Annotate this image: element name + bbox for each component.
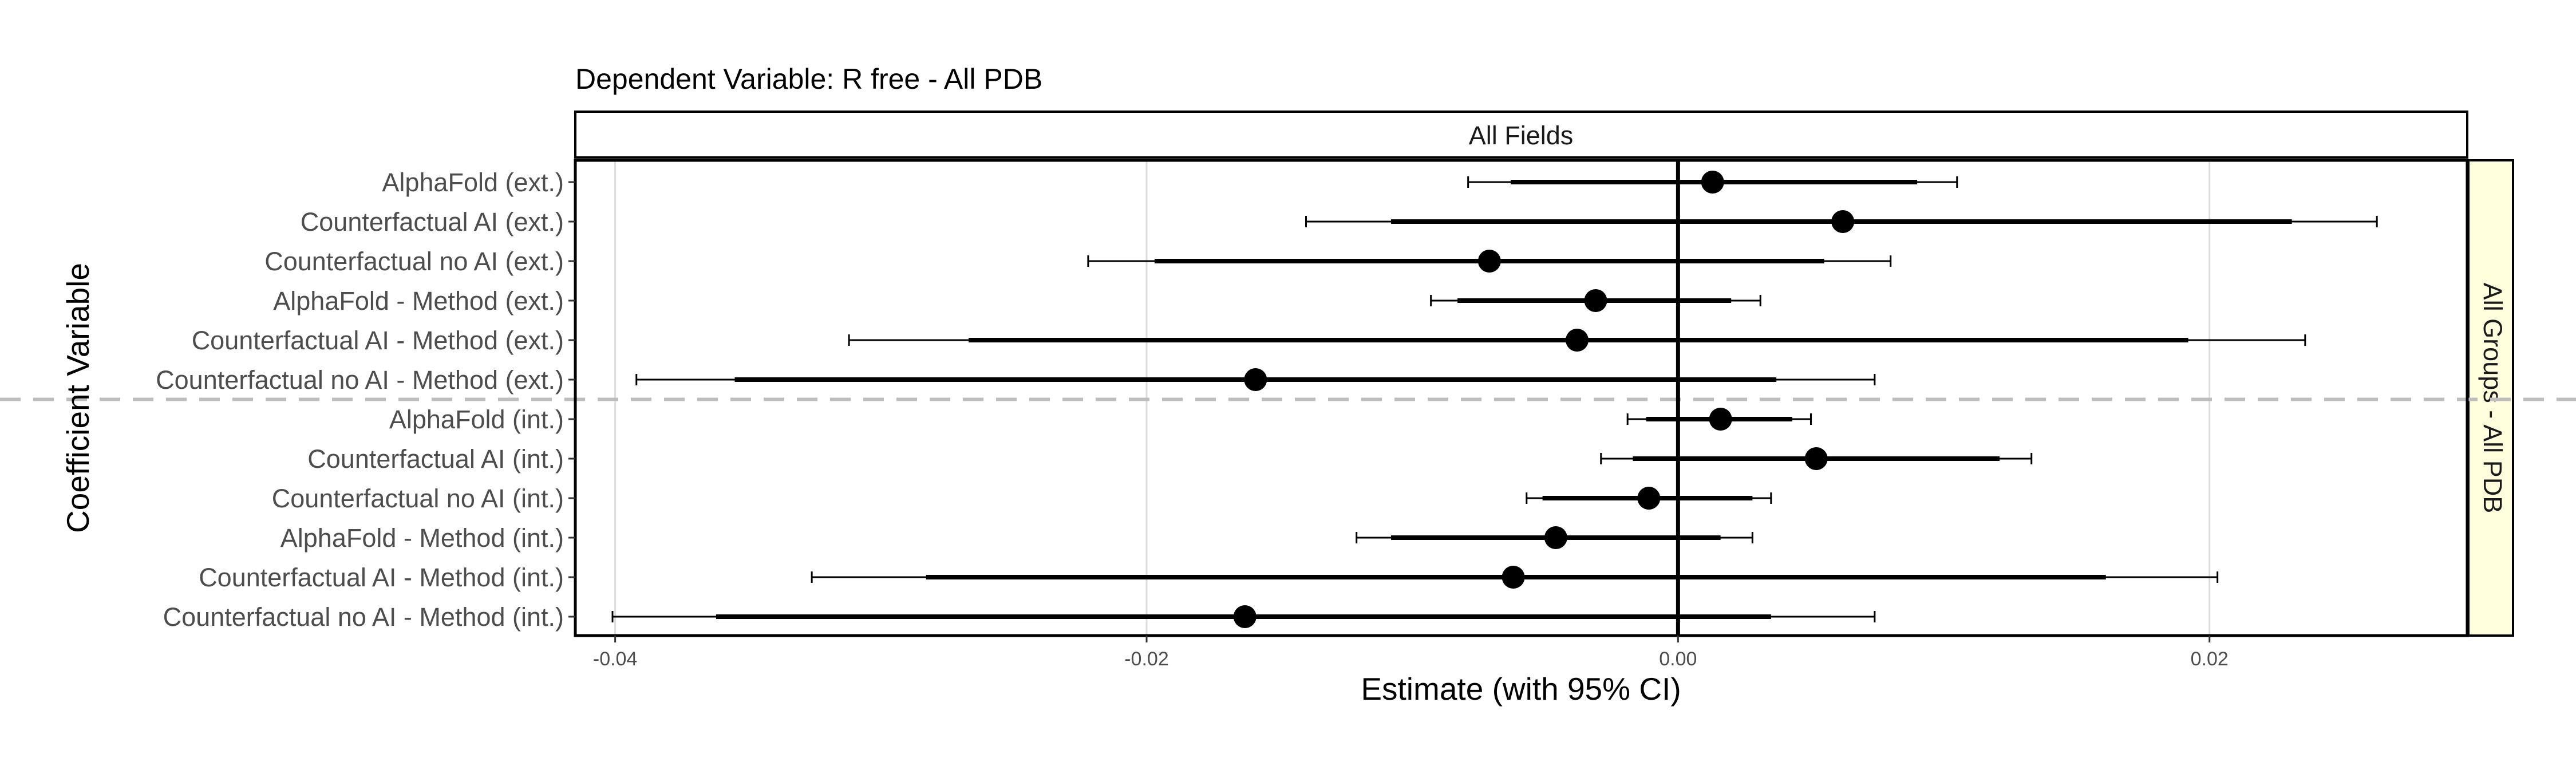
x-tick-label: 0.00: [1659, 648, 1697, 670]
estimate-point: [1502, 566, 1525, 589]
estimate-point: [1477, 250, 1501, 273]
point-layer: [1233, 171, 1855, 628]
facet-strip-top: [574, 111, 2468, 159]
y-tick-labels: AlphaFold (ext.) Counterfactual AI (ext.)…: [156, 168, 575, 632]
y-tick-label: Counterfactual no AI - Method (int.): [163, 602, 564, 632]
plot-panel: [575, 160, 2467, 636]
x-ticks: -0.04 -0.02 0.00 0.02: [593, 636, 2229, 670]
y-tick-label: Counterfactual AI (ext.): [301, 207, 564, 236]
estimate-point: [1709, 408, 1732, 431]
estimate-point: [1584, 289, 1607, 312]
estimate-point: [1701, 171, 1724, 194]
y-tick-label: Counterfactual no AI (int.): [272, 484, 564, 513]
y-tick-label: Counterfactual no AI - Method (ext.): [156, 365, 564, 395]
estimate-point: [1544, 526, 1567, 549]
chart-title: Dependent Variable: R free - All PDB: [575, 63, 1042, 95]
x-tick-label: 0.02: [2191, 648, 2229, 670]
y-tick-label: Counterfactual AI - Method (ext.): [192, 326, 564, 355]
estimate-point: [1565, 329, 1589, 352]
x-tick-label: -0.04: [593, 648, 638, 670]
y-axis-title: Coefficient Variable: [60, 263, 96, 533]
y-tick-label: AlphaFold (ext.): [382, 168, 564, 197]
y-tick-label: Counterfactual AI - Method (int.): [199, 563, 564, 592]
x-axis-title: Estimate (with 95% CI): [1361, 671, 1681, 707]
y-tick-label: AlphaFold - Method (int.): [280, 523, 564, 553]
y-tick-label: AlphaFold (int.): [389, 405, 564, 434]
y-tick-label: AlphaFold - Method (ext.): [273, 286, 564, 315]
estimate-point: [1831, 210, 1855, 233]
facet-strip-top-label: All Fields: [1469, 121, 1574, 150]
estimate-point: [1233, 605, 1257, 628]
y-tick-label: Counterfactual AI (int.): [307, 444, 564, 474]
estimate-point: [1804, 447, 1828, 470]
y-tick-label: Counterfactual no AI (ext.): [264, 247, 564, 276]
estimate-point: [1244, 368, 1267, 391]
estimate-point: [1637, 487, 1661, 510]
x-tick-label: -0.02: [1124, 648, 1169, 670]
plot-panel-border: [574, 159, 2469, 637]
